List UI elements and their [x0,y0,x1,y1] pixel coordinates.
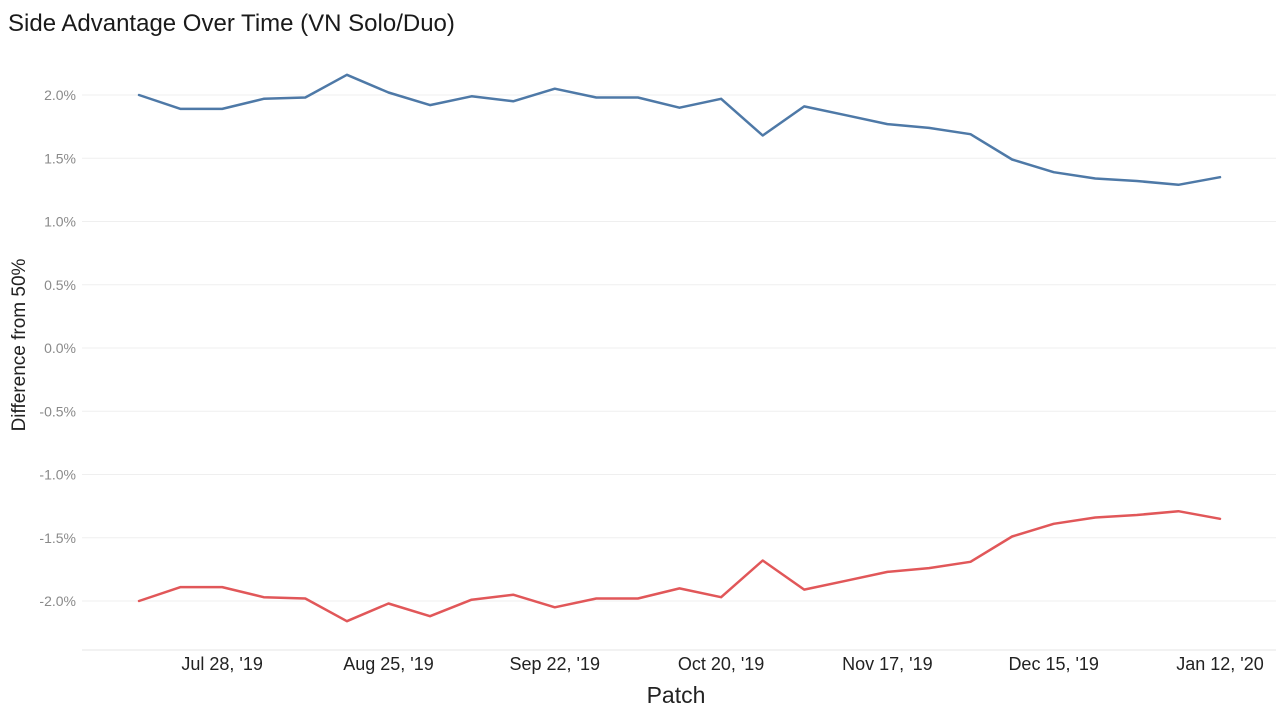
x-tick-label: Oct 20, '19 [678,654,764,674]
x-tick-label: Nov 17, '19 [842,654,933,674]
x-tick-label: Sep 22, '19 [510,654,601,674]
x-tick-label: Jul 28, '19 [181,654,263,674]
y-tick-label: -1.5% [39,530,76,546]
series-line-red [137,509,1222,623]
series-line-blue [137,73,1222,187]
y-tick-label: -2.0% [39,593,76,609]
x-tick-label: Jan 12, '20 [1176,654,1264,674]
x-axis-label: Patch [646,682,706,708]
y-tick-label: -1.0% [39,467,76,483]
y-tick-label: 1.5% [44,150,76,166]
y-tick-labels: 2.0% 1.5% 1.0% 0.5% 0.0% -0.5% -1.0% -1.5% -2.0% [39,87,76,609]
y-tick-label: -0.5% [39,403,76,419]
y-tick-label: 0.0% [44,340,76,356]
x-tick-labels: Jul 28, '19 Aug 25, '19 Sep 22, '19 Oct 20,… [181,654,1263,674]
x-tick-label: Aug 25, '19 [343,654,434,674]
series-group [137,73,1222,623]
gridlines [82,94,1276,602]
y-tick-label: 0.5% [44,277,76,293]
chart-title: Side Advantage Over Time (VN Solo/Duo) [8,10,455,37]
y-tick-label: 2.0% [44,87,76,103]
y-tick-label: 1.0% [44,214,76,230]
x-tick-label: Dec 15, '19 [1008,654,1099,674]
